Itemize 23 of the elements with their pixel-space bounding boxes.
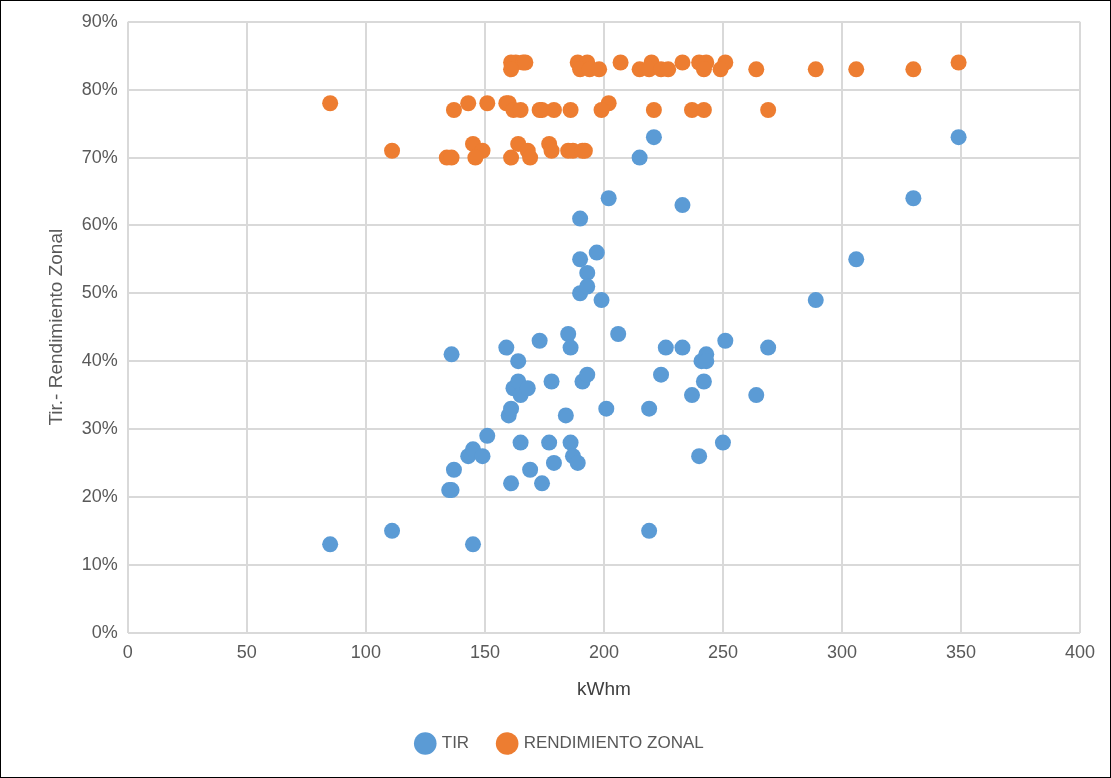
legend-label: RENDIMIENTO ZONAL — [523, 733, 704, 753]
y-tick-label: 30% — [81, 417, 118, 438]
y-tick-label: 90% — [81, 10, 118, 31]
x-tick-label: 350 — [945, 642, 976, 663]
y-tick-label: 0% — [91, 621, 118, 642]
x-tick-label: 250 — [707, 642, 738, 663]
x-tick-label: 0 — [122, 642, 133, 663]
y-tick-label: 70% — [81, 146, 118, 167]
y-tick-label: 50% — [81, 282, 118, 303]
y-tick-label: 20% — [81, 485, 118, 506]
x-tick-label: 300 — [826, 642, 857, 663]
y-axis-title: Tir.- Rendimiento Zonal — [44, 228, 66, 426]
y-tick-label: 10% — [81, 553, 118, 574]
x-tick-label: 150 — [469, 642, 500, 663]
x-tick-label: 200 — [588, 642, 619, 663]
x-tick-label: 400 — [1064, 642, 1096, 663]
y-tick-label: 40% — [81, 350, 118, 371]
y-tick-label: 60% — [81, 214, 118, 235]
x-tick-label: 100 — [350, 642, 381, 663]
y-tick-label: 80% — [81, 78, 118, 99]
x-tick-label: 50 — [236, 642, 257, 663]
legend-label: TIR — [441, 733, 470, 753]
x-axis-title: kWhm — [577, 677, 631, 699]
